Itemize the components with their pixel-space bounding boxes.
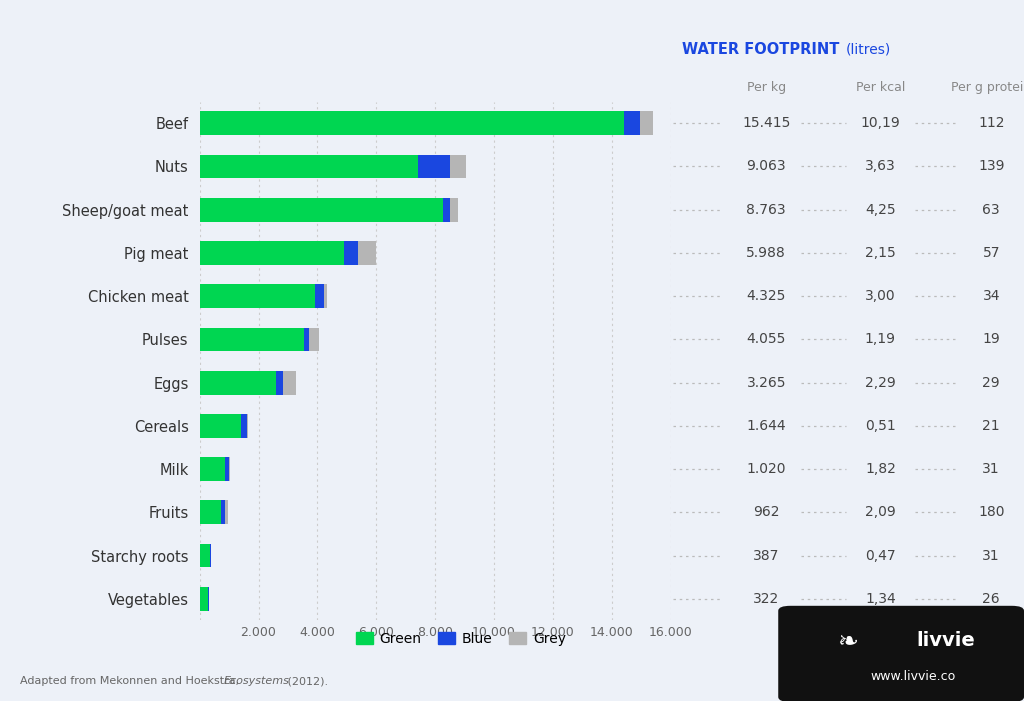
Bar [225, 457, 228, 481]
Bar [284, 371, 296, 395]
Bar [640, 111, 653, 135]
Bar [325, 285, 327, 308]
Text: www.livvie.co: www.livvie.co [870, 670, 956, 683]
Bar [221, 501, 225, 524]
Bar [200, 371, 276, 395]
Text: 5.988: 5.988 [746, 246, 786, 260]
Text: 0,47: 0,47 [865, 549, 896, 562]
Text: 139: 139 [978, 160, 1005, 173]
Text: 1,82: 1,82 [865, 462, 896, 476]
Bar [357, 241, 376, 265]
Text: WATER FOOTPRINT: WATER FOOTPRINT [682, 43, 839, 57]
Bar [200, 414, 241, 437]
Text: 63: 63 [982, 203, 1000, 217]
Text: 322: 322 [753, 592, 779, 606]
Text: 4.055: 4.055 [746, 332, 785, 346]
Bar [200, 544, 210, 567]
Text: 3.265: 3.265 [746, 376, 786, 390]
Bar [200, 285, 315, 308]
Bar [200, 327, 303, 351]
Text: 8.763: 8.763 [746, 203, 786, 217]
Bar [200, 198, 442, 222]
Text: 4,25: 4,25 [865, 203, 896, 217]
Bar [200, 501, 221, 524]
Text: livvie: livvie [916, 631, 975, 650]
Text: (litres): (litres) [846, 43, 891, 57]
Text: 1.020: 1.020 [746, 462, 786, 476]
Bar [624, 111, 640, 135]
Text: 19: 19 [982, 332, 1000, 346]
Legend: Green, Blue, Grey: Green, Blue, Grey [350, 626, 571, 651]
Bar [418, 155, 451, 178]
Text: 29: 29 [982, 376, 1000, 390]
Text: 57: 57 [982, 246, 1000, 260]
Text: Per kg: Per kg [746, 81, 785, 94]
Text: 15.415: 15.415 [742, 116, 791, 130]
Bar [241, 414, 247, 437]
Bar [276, 371, 284, 395]
Text: 34: 34 [982, 290, 1000, 303]
Text: 9.063: 9.063 [746, 160, 786, 173]
Bar [309, 327, 319, 351]
Text: 1,34: 1,34 [865, 592, 896, 606]
Text: 0,51: 0,51 [865, 419, 896, 433]
Text: 31: 31 [982, 549, 1000, 562]
Bar [200, 587, 208, 611]
Text: 3,63: 3,63 [865, 160, 896, 173]
Text: ❧: ❧ [837, 630, 857, 654]
Text: 1.644: 1.644 [746, 419, 786, 433]
Text: 962: 962 [753, 505, 779, 519]
Bar [315, 285, 325, 308]
Bar [442, 198, 450, 222]
Text: 1,19: 1,19 [865, 332, 896, 346]
Text: 26: 26 [982, 592, 1000, 606]
Text: Ecosystems: Ecosystems [223, 676, 289, 686]
Text: Per kcal: Per kcal [856, 81, 905, 94]
Bar [228, 457, 229, 481]
Text: 180: 180 [978, 505, 1005, 519]
Text: Per g protein: Per g protein [951, 81, 1024, 94]
Text: 2,29: 2,29 [865, 376, 896, 390]
Bar [200, 457, 225, 481]
Bar [225, 501, 228, 524]
Text: Adapted from Mekonnen and Hoekstra,: Adapted from Mekonnen and Hoekstra, [20, 676, 243, 686]
Bar [344, 241, 357, 265]
Text: (2012).: (2012). [284, 676, 328, 686]
Bar [303, 327, 309, 351]
Text: 4.325: 4.325 [746, 290, 785, 303]
Text: The Water Footprint of Food: The Water Footprint of Food [280, 26, 744, 54]
Text: 21: 21 [982, 419, 1000, 433]
Bar [200, 155, 418, 178]
Text: 31: 31 [982, 462, 1000, 476]
Text: 2,15: 2,15 [865, 246, 896, 260]
Text: 112: 112 [978, 116, 1005, 130]
Bar [451, 155, 467, 178]
Text: 387: 387 [753, 549, 779, 562]
FancyBboxPatch shape [778, 606, 1024, 701]
Text: 3,00: 3,00 [865, 290, 896, 303]
Text: 2,09: 2,09 [865, 505, 896, 519]
Bar [200, 241, 344, 265]
Bar [200, 111, 624, 135]
Bar [450, 198, 458, 222]
Text: 10,19: 10,19 [860, 116, 900, 130]
